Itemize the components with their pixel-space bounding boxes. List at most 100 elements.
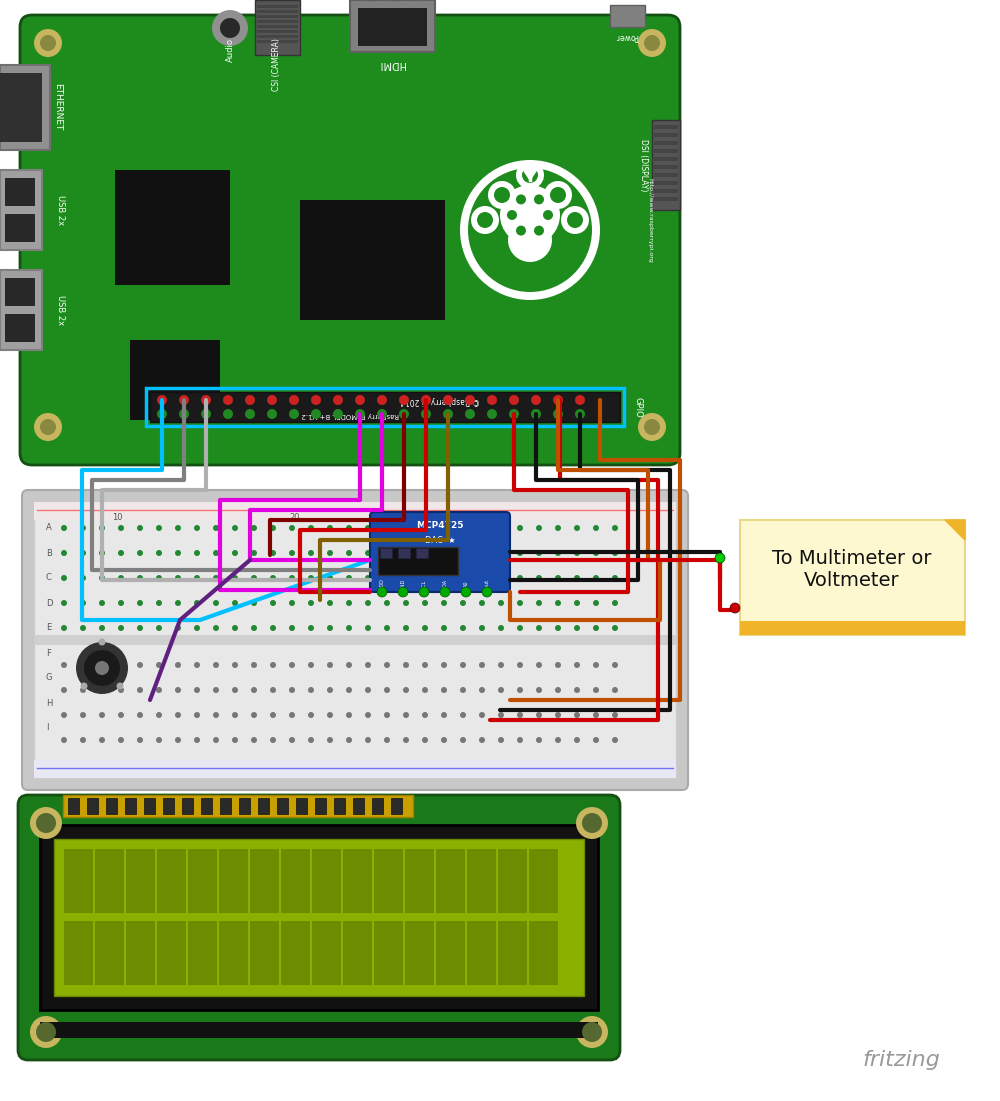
Circle shape <box>251 550 257 556</box>
Circle shape <box>536 525 542 531</box>
Bar <box>312 922 341 985</box>
Circle shape <box>715 553 725 563</box>
Circle shape <box>517 712 523 718</box>
Circle shape <box>137 737 143 743</box>
Bar <box>610 6 645 28</box>
Circle shape <box>479 737 485 743</box>
Circle shape <box>487 395 497 405</box>
Circle shape <box>730 603 740 613</box>
Circle shape <box>403 625 409 631</box>
Circle shape <box>99 600 105 606</box>
Circle shape <box>179 408 189 419</box>
Circle shape <box>289 737 295 743</box>
Text: C: C <box>46 574 52 582</box>
Bar <box>219 922 248 985</box>
Circle shape <box>156 687 162 693</box>
Circle shape <box>270 662 276 668</box>
Circle shape <box>574 525 580 531</box>
Circle shape <box>232 737 238 743</box>
Bar <box>436 849 465 913</box>
Circle shape <box>175 550 181 556</box>
Bar <box>34 760 676 778</box>
Circle shape <box>612 712 618 718</box>
Circle shape <box>251 600 257 606</box>
Text: ETHERNET: ETHERNET <box>53 84 63 131</box>
Text: Power: Power <box>615 33 639 42</box>
Polygon shape <box>518 162 542 179</box>
Circle shape <box>346 525 352 531</box>
Bar <box>654 141 678 145</box>
Bar <box>163 798 174 814</box>
Circle shape <box>118 662 124 668</box>
Bar <box>95 849 124 913</box>
Circle shape <box>517 737 523 743</box>
Circle shape <box>500 185 560 246</box>
Circle shape <box>80 550 86 556</box>
Circle shape <box>137 712 143 718</box>
Bar <box>0 65 50 150</box>
Circle shape <box>593 550 599 556</box>
Circle shape <box>479 662 485 668</box>
Circle shape <box>534 195 544 205</box>
Circle shape <box>403 600 409 606</box>
Text: To Multimeter or
Voltmeter: To Multimeter or Voltmeter <box>772 548 932 589</box>
Circle shape <box>536 687 542 693</box>
Bar <box>5 314 35 342</box>
Circle shape <box>593 625 599 631</box>
Circle shape <box>99 687 105 693</box>
Text: G: G <box>46 674 52 683</box>
Circle shape <box>308 625 314 631</box>
Circle shape <box>232 625 238 631</box>
Circle shape <box>118 600 124 606</box>
Circle shape <box>403 575 409 581</box>
Circle shape <box>465 395 475 405</box>
Circle shape <box>61 625 67 631</box>
Circle shape <box>194 625 200 631</box>
Circle shape <box>593 575 599 581</box>
Circle shape <box>156 712 162 718</box>
Bar <box>239 798 250 814</box>
Circle shape <box>384 625 390 631</box>
Circle shape <box>517 625 523 631</box>
Circle shape <box>327 662 333 668</box>
Circle shape <box>365 687 371 693</box>
Circle shape <box>36 1022 56 1042</box>
Bar <box>64 849 93 913</box>
Circle shape <box>36 813 56 833</box>
Bar <box>374 922 403 985</box>
Circle shape <box>34 413 62 442</box>
Circle shape <box>536 712 542 718</box>
Text: GND: GND <box>400 578 406 590</box>
Circle shape <box>544 181 572 209</box>
Circle shape <box>441 550 447 556</box>
Bar <box>106 798 117 814</box>
Circle shape <box>612 550 618 556</box>
Bar <box>68 798 79 814</box>
Circle shape <box>517 600 523 606</box>
Circle shape <box>422 550 428 556</box>
Circle shape <box>574 550 580 556</box>
Circle shape <box>422 662 428 668</box>
Circle shape <box>245 395 255 405</box>
Circle shape <box>612 625 618 631</box>
Circle shape <box>346 575 352 581</box>
Circle shape <box>98 639 106 645</box>
Bar <box>372 798 383 814</box>
Circle shape <box>80 662 86 668</box>
Circle shape <box>137 625 143 631</box>
Circle shape <box>223 395 233 405</box>
Circle shape <box>377 395 387 405</box>
Bar <box>0 270 42 350</box>
Circle shape <box>498 550 504 556</box>
Text: 20: 20 <box>290 513 300 523</box>
Circle shape <box>61 712 67 718</box>
Circle shape <box>194 687 200 693</box>
Circle shape <box>536 575 542 581</box>
Bar <box>654 165 678 168</box>
Circle shape <box>327 737 333 743</box>
Circle shape <box>498 625 504 631</box>
Circle shape <box>460 600 466 606</box>
Circle shape <box>377 408 387 419</box>
Circle shape <box>479 600 485 606</box>
Circle shape <box>156 662 162 668</box>
